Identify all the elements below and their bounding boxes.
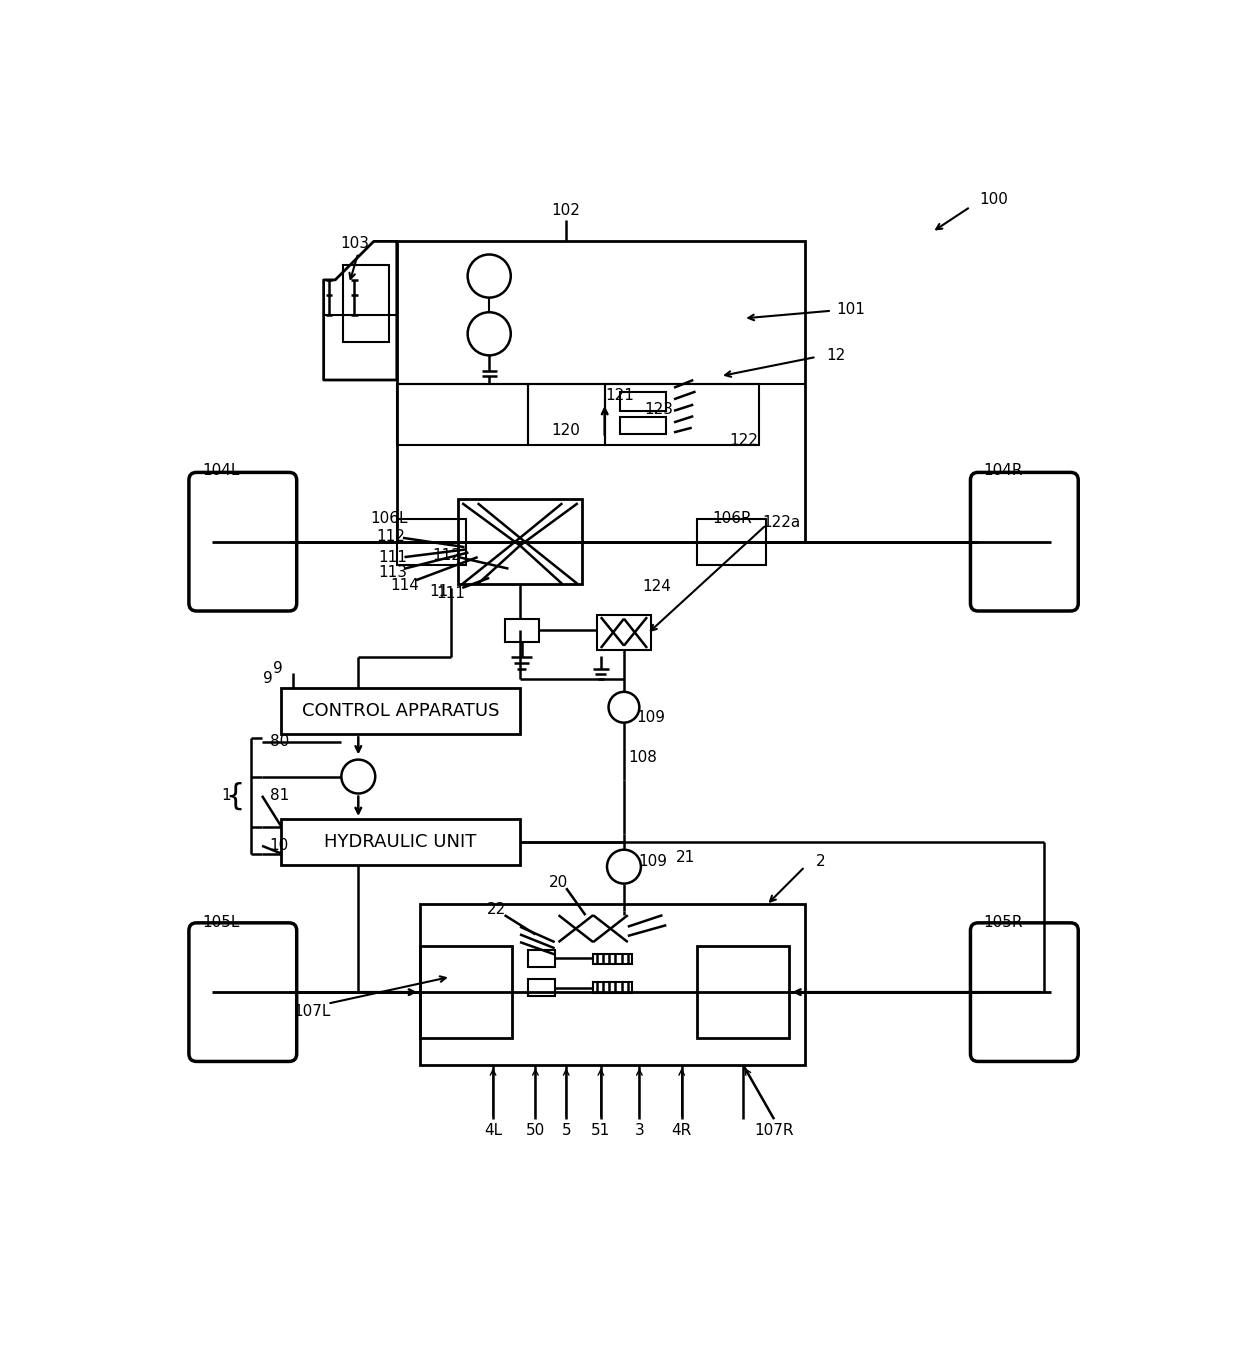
Text: 112: 112 bbox=[433, 548, 461, 563]
Text: 121: 121 bbox=[605, 388, 635, 403]
Text: 123: 123 bbox=[644, 401, 673, 416]
Text: 105L: 105L bbox=[203, 915, 241, 930]
Text: 101: 101 bbox=[837, 301, 866, 316]
Text: 51: 51 bbox=[591, 1123, 610, 1138]
Text: 11: 11 bbox=[429, 584, 449, 599]
Text: 124: 124 bbox=[642, 580, 672, 593]
Text: 1: 1 bbox=[221, 788, 231, 803]
Bar bbox=[697, 519, 766, 564]
Text: {: { bbox=[226, 781, 244, 810]
Text: 12: 12 bbox=[826, 348, 846, 363]
Text: 20: 20 bbox=[549, 874, 568, 889]
FancyBboxPatch shape bbox=[188, 473, 296, 611]
Bar bbox=[420, 904, 805, 1066]
Text: CONTROL APPARATUS: CONTROL APPARATUS bbox=[301, 701, 500, 721]
Text: 106R: 106R bbox=[712, 511, 751, 526]
Bar bbox=[605, 384, 759, 445]
FancyBboxPatch shape bbox=[971, 473, 1079, 611]
Text: 113: 113 bbox=[378, 564, 408, 580]
Text: 102: 102 bbox=[552, 203, 580, 218]
Text: 103: 103 bbox=[340, 236, 370, 251]
Text: 81: 81 bbox=[270, 788, 289, 803]
Text: 22: 22 bbox=[487, 903, 506, 918]
Bar bbox=[397, 519, 466, 564]
Text: 80: 80 bbox=[270, 734, 289, 749]
Text: 100: 100 bbox=[980, 192, 1008, 207]
Bar bbox=[397, 384, 528, 445]
Text: 114: 114 bbox=[391, 578, 419, 593]
Text: 109: 109 bbox=[639, 854, 667, 869]
Text: 2: 2 bbox=[816, 854, 825, 869]
Text: 106L: 106L bbox=[371, 511, 408, 526]
Text: 122a: 122a bbox=[763, 515, 801, 530]
Text: 107R: 107R bbox=[754, 1123, 794, 1138]
Bar bbox=[281, 688, 520, 734]
Text: 50: 50 bbox=[526, 1123, 546, 1138]
Text: 21: 21 bbox=[676, 849, 696, 864]
Bar bbox=[459, 499, 582, 584]
Text: 120: 120 bbox=[552, 422, 580, 437]
Text: 122: 122 bbox=[729, 433, 758, 448]
Bar bbox=[397, 241, 805, 541]
Text: 5: 5 bbox=[562, 1123, 570, 1138]
Bar bbox=[420, 945, 512, 1038]
Text: 111: 111 bbox=[436, 586, 465, 601]
Bar bbox=[528, 980, 554, 996]
Text: HYDRAULIC UNIT: HYDRAULIC UNIT bbox=[325, 833, 477, 851]
Text: 112: 112 bbox=[376, 529, 405, 544]
Bar bbox=[528, 384, 605, 445]
FancyBboxPatch shape bbox=[971, 923, 1079, 1062]
Text: 104L: 104L bbox=[203, 463, 241, 478]
Text: 109: 109 bbox=[636, 710, 666, 725]
Text: 9: 9 bbox=[263, 671, 273, 686]
Text: 10: 10 bbox=[270, 838, 289, 854]
Text: 3: 3 bbox=[635, 1123, 645, 1138]
Bar bbox=[620, 416, 666, 434]
Bar bbox=[697, 945, 790, 1038]
Bar bbox=[620, 392, 666, 411]
Bar bbox=[281, 819, 520, 864]
Text: 104R: 104R bbox=[983, 463, 1023, 478]
Text: 4R: 4R bbox=[672, 1123, 692, 1138]
Bar bbox=[343, 264, 389, 341]
Bar bbox=[596, 615, 651, 649]
Text: 9: 9 bbox=[273, 662, 283, 677]
Bar bbox=[528, 949, 554, 967]
Bar bbox=[593, 954, 631, 964]
Bar bbox=[505, 619, 539, 641]
Text: 105R: 105R bbox=[983, 915, 1023, 930]
Text: 111: 111 bbox=[378, 549, 408, 564]
Text: 4L: 4L bbox=[484, 1123, 502, 1138]
Bar bbox=[593, 982, 631, 993]
FancyBboxPatch shape bbox=[188, 923, 296, 1062]
Text: 107L: 107L bbox=[294, 1004, 331, 1019]
Text: 108: 108 bbox=[629, 749, 657, 764]
